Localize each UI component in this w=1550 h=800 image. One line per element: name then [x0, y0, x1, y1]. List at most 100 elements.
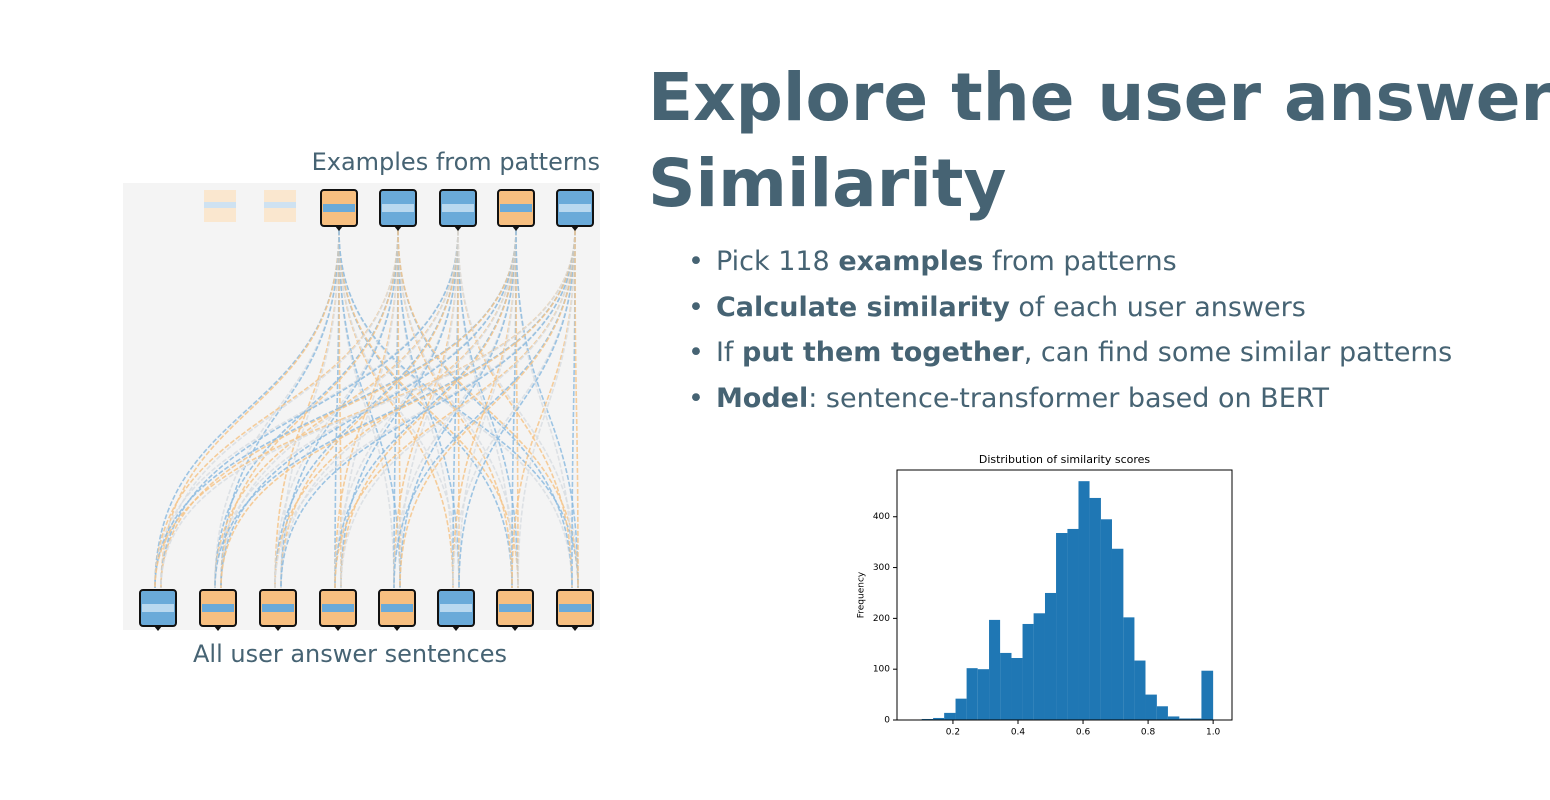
y-tick-label: 100 [873, 665, 890, 675]
y-axis-label: Frequency [857, 571, 867, 618]
bar [989, 619, 1001, 720]
answer-box-pattern [262, 604, 294, 612]
bar [1134, 660, 1146, 720]
bullet-text: Calculate similarity [715, 291, 1010, 323]
example-box-pointer [335, 226, 343, 231]
answer-box-pointer [511, 626, 519, 631]
link-curve [154, 229, 576, 589]
example-box-pointer [571, 226, 579, 231]
bar [977, 669, 990, 720]
x-tick-label: 0.2 [946, 728, 960, 738]
link-curve [160, 229, 576, 589]
bar [1167, 716, 1180, 720]
example-box-pattern [382, 204, 414, 212]
bullet-text: : sentence-transformer based on BERT [808, 382, 1330, 414]
link-curve [393, 229, 576, 589]
slide-title: Explore the user answers: Similarity [648, 55, 1550, 227]
link-curve [334, 229, 517, 589]
bar [933, 717, 945, 720]
example-box-pointer [394, 226, 402, 231]
bullet-text: of each user answers [1009, 291, 1306, 323]
bar [1156, 706, 1168, 720]
bullet-text: Model [715, 382, 809, 414]
example-box-pattern [442, 204, 474, 212]
bar [921, 718, 934, 720]
example-box-pointer [454, 226, 462, 231]
link-curve [280, 229, 576, 589]
answer-box-pattern [499, 604, 531, 612]
x-tick-label: 0.6 [1076, 728, 1091, 738]
link-curve [220, 229, 576, 589]
y-tick-label: 200 [873, 614, 890, 624]
x-tick-label: 0.8 [1141, 728, 1156, 738]
bar [1190, 718, 1202, 720]
title-line: Explore the user answers: [648, 59, 1550, 136]
example-box-pattern [559, 204, 591, 212]
answer-box-pattern [559, 604, 591, 612]
bar [1179, 718, 1191, 720]
bullet-text: , can find some similar patterns [1023, 337, 1453, 368]
bar [944, 712, 956, 720]
bar [1000, 652, 1012, 720]
answer-box-pointer [393, 626, 401, 631]
answer-box-pattern [142, 604, 174, 612]
bar [1056, 533, 1068, 720]
answer-box-pointer [571, 626, 579, 631]
bottom-caption: All user answer sentences [193, 640, 507, 668]
link-curve [517, 229, 576, 589]
answer-box-pattern [440, 604, 472, 612]
link-curve [160, 229, 399, 589]
link-curve [160, 229, 340, 589]
link-curve [458, 229, 576, 589]
plot-frame [896, 469, 1233, 721]
faded-pattern-stripe [204, 202, 236, 208]
link-curve [340, 229, 576, 589]
bar [1123, 617, 1135, 720]
answer-box-pattern [322, 604, 354, 612]
bar [1067, 528, 1079, 720]
answer-box-pointer [334, 626, 342, 631]
answer-box-pointer [214, 626, 222, 631]
bar [966, 668, 978, 720]
answer-box-pointer [274, 626, 282, 631]
y-tick-label: 400 [873, 512, 890, 522]
bar [1089, 497, 1101, 720]
bullet-text: examples [838, 246, 984, 277]
bar [1044, 592, 1057, 720]
link-curve [574, 229, 579, 589]
link-curve [399, 229, 576, 589]
bar [955, 698, 967, 720]
bullet-text: If [715, 337, 742, 368]
bar [1078, 481, 1090, 720]
bar [1145, 694, 1157, 720]
example-box-pattern [323, 204, 355, 212]
bar [1100, 519, 1112, 720]
bullet-text: from patterns [983, 246, 1177, 277]
top-caption: Examples from patterns [312, 148, 600, 176]
x-tick-label: 0.4 [1011, 728, 1026, 738]
example-box-pointer [512, 226, 520, 231]
bullet: Pick 118 examples from patterns [688, 246, 1452, 292]
answer-box-pointer [154, 626, 162, 631]
bar [1111, 548, 1124, 720]
diagram-background [123, 183, 600, 630]
bullet-text: Pick 118 [715, 246, 839, 277]
y-tick-label: 0 [884, 716, 890, 726]
y-tick-label: 300 [873, 563, 890, 573]
bullet: Calculate similarity of each user answer… [688, 292, 1452, 338]
example-box-pattern [500, 204, 532, 212]
answer-box-pattern [202, 604, 234, 612]
bar [1011, 658, 1023, 720]
bullet-list: Pick 118 examples from patternsCalculate… [688, 246, 1452, 428]
bar [1201, 670, 1214, 720]
bullet: Model: sentence-transformer based on BER… [688, 383, 1452, 429]
bar [1033, 613, 1045, 720]
answer-box-pattern [381, 604, 413, 612]
bullet: If put them together, can find some simi… [688, 337, 1452, 383]
answer-box-pointer [452, 626, 460, 631]
x-tick-label: 1.0 [1206, 728, 1221, 738]
faded-pattern-stripe [264, 202, 296, 208]
title-line: Similarity [648, 145, 1007, 222]
